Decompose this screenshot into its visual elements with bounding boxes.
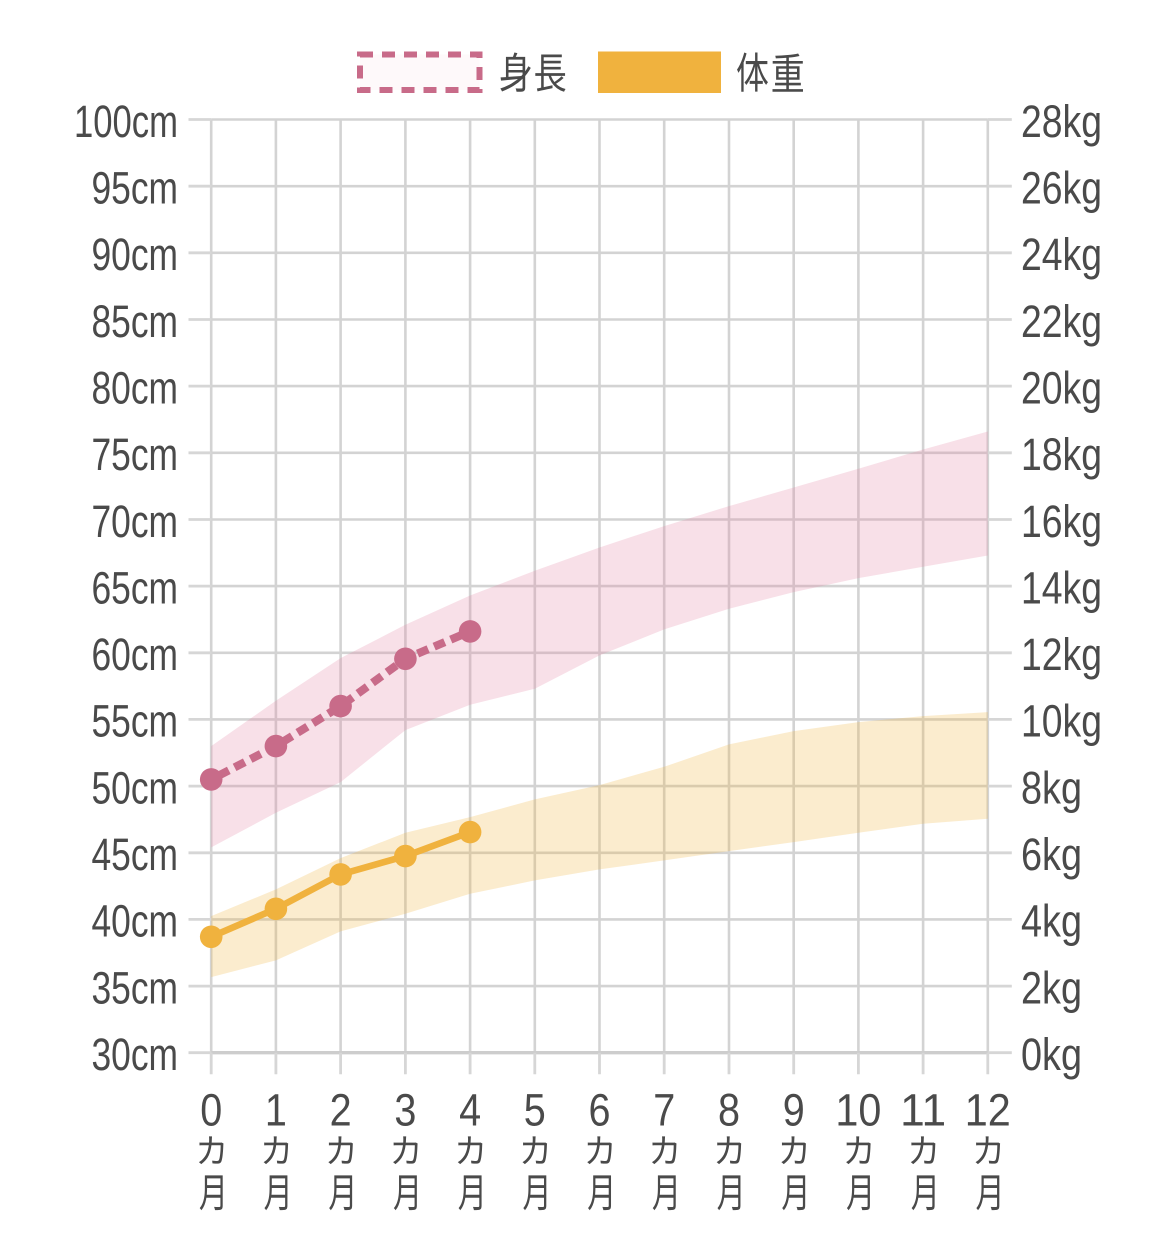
svg-text:24kg: 24kg bbox=[1021, 229, 1102, 280]
svg-text:45cm: 45cm bbox=[92, 829, 179, 880]
svg-text:6kg: 6kg bbox=[1021, 829, 1082, 880]
svg-text:70cm: 70cm bbox=[92, 496, 179, 547]
svg-text:9: 9 bbox=[783, 1085, 805, 1136]
svg-text:7: 7 bbox=[653, 1085, 675, 1136]
svg-text:85cm: 85cm bbox=[92, 296, 179, 347]
svg-text:5: 5 bbox=[524, 1085, 546, 1136]
svg-text:8: 8 bbox=[718, 1085, 740, 1136]
svg-text:90cm: 90cm bbox=[92, 229, 179, 280]
svg-text:95cm: 95cm bbox=[92, 163, 179, 214]
svg-text:0: 0 bbox=[200, 1085, 222, 1136]
svg-text:12: 12 bbox=[965, 1085, 1011, 1136]
svg-text:2: 2 bbox=[330, 1085, 352, 1136]
svg-text:18kg: 18kg bbox=[1021, 429, 1102, 480]
svg-text:4kg: 4kg bbox=[1021, 896, 1082, 947]
svg-text:22kg: 22kg bbox=[1021, 296, 1102, 347]
svg-text:40cm: 40cm bbox=[92, 896, 179, 947]
svg-text:80cm: 80cm bbox=[92, 362, 179, 413]
svg-text:3: 3 bbox=[394, 1085, 416, 1136]
svg-text:11: 11 bbox=[900, 1085, 946, 1136]
svg-text:8kg: 8kg bbox=[1021, 762, 1082, 813]
svg-text:28kg: 28kg bbox=[1021, 96, 1102, 147]
svg-text:2kg: 2kg bbox=[1021, 962, 1082, 1013]
svg-text:10: 10 bbox=[835, 1085, 881, 1136]
svg-text:65cm: 65cm bbox=[92, 562, 179, 613]
svg-text:20kg: 20kg bbox=[1021, 362, 1102, 413]
svg-text:75cm: 75cm bbox=[92, 429, 179, 480]
svg-text:1: 1 bbox=[265, 1085, 287, 1136]
svg-text:12kg: 12kg bbox=[1021, 629, 1102, 680]
svg-text:100cm: 100cm bbox=[74, 96, 178, 147]
svg-text:10kg: 10kg bbox=[1021, 696, 1102, 747]
svg-text:6: 6 bbox=[589, 1085, 611, 1136]
svg-text:35cm: 35cm bbox=[92, 962, 179, 1013]
svg-text:50cm: 50cm bbox=[92, 762, 179, 813]
svg-text:60cm: 60cm bbox=[92, 629, 179, 680]
svg-text:55cm: 55cm bbox=[92, 696, 179, 747]
svg-text:30cm: 30cm bbox=[92, 1029, 179, 1080]
svg-text:16kg: 16kg bbox=[1021, 496, 1102, 547]
svg-text:26kg: 26kg bbox=[1021, 163, 1102, 214]
svg-text:4: 4 bbox=[459, 1085, 481, 1136]
svg-text:0kg: 0kg bbox=[1021, 1029, 1082, 1080]
svg-text:14kg: 14kg bbox=[1021, 562, 1102, 613]
